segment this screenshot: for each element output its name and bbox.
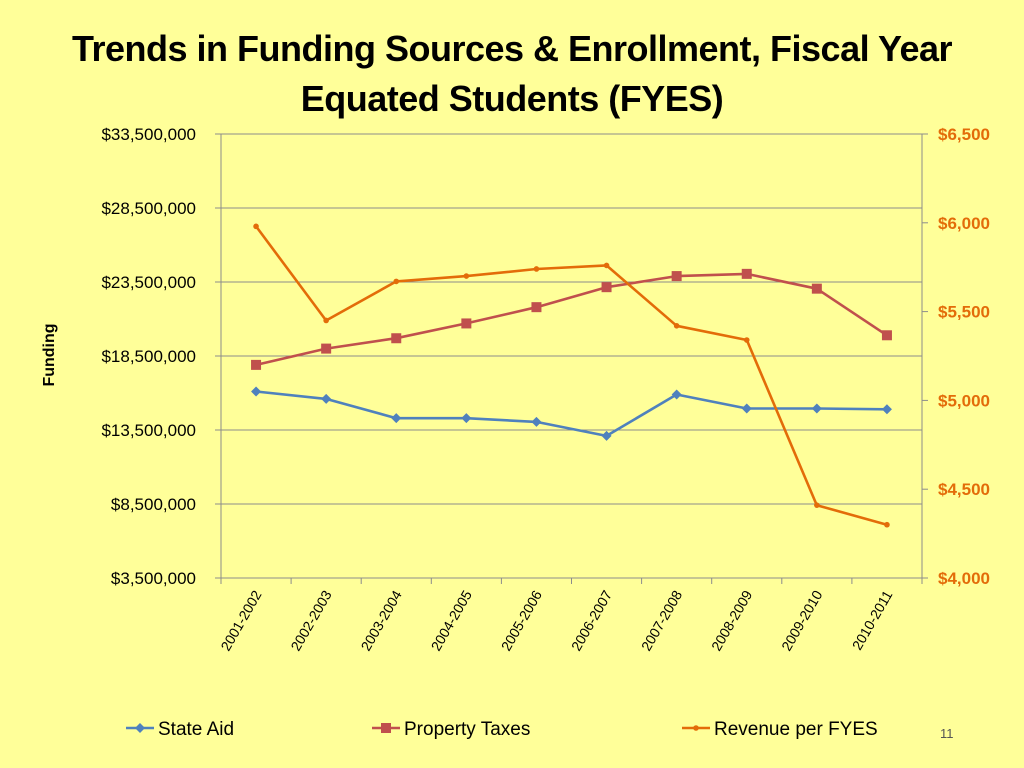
legend-item: Property Taxes: [372, 719, 530, 740]
left-tick-label: $18,500,000: [101, 347, 196, 366]
legend-item: Revenue per FYES: [682, 719, 878, 740]
legend-label: State Aid: [158, 719, 234, 740]
data-point: [461, 413, 472, 424]
data-point: [811, 403, 822, 414]
data-point: [393, 278, 400, 285]
data-point: [884, 521, 890, 528]
right-tick-label: $5,000: [938, 391, 990, 410]
data-point: [811, 283, 822, 294]
data-point: [673, 323, 680, 329]
x-tick-label: 2007-2008: [638, 587, 685, 653]
x-tick-label: 2005-2006: [498, 587, 545, 653]
left-tick-label: $33,500,000: [101, 125, 196, 144]
left-tick-label: $3,500,000: [111, 569, 196, 588]
right-tick-label: $6,000: [938, 214, 990, 233]
right-tick-label: $4,000: [938, 569, 990, 588]
data-point: [251, 359, 262, 370]
left-tick-label: $13,500,000: [101, 421, 196, 440]
data-point: [321, 393, 332, 404]
series-line: [255, 390, 887, 438]
x-tick-label: 2006-2007: [568, 587, 615, 653]
data-point: [671, 389, 682, 400]
data-point: [391, 333, 402, 344]
right-tick-label: $5,500: [938, 303, 990, 322]
x-axis-ticks: 2001-2002 2002-2003 2003-2004 2004-2005 2005…: [217, 587, 895, 653]
legend-item: State Aid: [126, 719, 234, 740]
data-point: [321, 343, 332, 354]
left-tick-label: $23,500,000: [101, 273, 196, 292]
data-point: [743, 337, 750, 343]
data-point: [463, 273, 470, 279]
legend: State Aid Property Taxes Revenue per FYES: [126, 719, 878, 740]
data-point: [881, 404, 892, 415]
series-points: [251, 223, 892, 528]
data-point: [531, 416, 542, 427]
data-point: [533, 266, 540, 272]
x-tick-label: 2003-2004: [358, 587, 405, 653]
x-tick-label: 2010-2011: [849, 587, 896, 652]
data-point: [741, 268, 752, 279]
data-point: [601, 430, 612, 441]
data-point: [881, 330, 892, 341]
right-tick-label: $4,500: [938, 480, 990, 499]
data-point: [741, 403, 752, 414]
legend-marker: [135, 723, 145, 733]
slide-number: 11: [940, 726, 954, 741]
right-tick-label: $6,500: [938, 125, 990, 144]
data-point: [601, 282, 612, 293]
data-point: [814, 502, 820, 508]
x-tick-label: 2009-2010: [778, 587, 825, 653]
legend-marker: [693, 725, 699, 731]
slide-title: Trends in Funding Sources & Enrollment, …: [71, 28, 953, 119]
left-tick-label: $28,500,000: [101, 199, 196, 218]
y-axis-title: Funding: [41, 323, 58, 386]
right-axis-ticks: $4,000 $4,500 $5,000 $5,500 $6,000 $6,500: [938, 125, 990, 588]
legend-label: Revenue per FYES: [714, 719, 878, 740]
left-axis-ticks: $3,500,000 $8,500,000 $13,500,000 $18,500,0…: [101, 125, 196, 588]
data-point: [251, 386, 262, 397]
data-point: [391, 413, 402, 424]
x-tick-label: 2008-2009: [708, 587, 755, 653]
series-lines: [255, 225, 888, 526]
data-point: [253, 223, 259, 230]
x-tick-label: 2001-2002: [217, 587, 264, 653]
series-line: [255, 225, 888, 526]
data-point: [603, 262, 610, 269]
x-tick-label: 2002-2003: [287, 587, 334, 653]
data-point: [671, 271, 682, 282]
series-line: [255, 272, 888, 367]
data-point: [461, 318, 472, 329]
legend-label: Property Taxes: [404, 719, 530, 740]
left-tick-label: $8,500,000: [111, 495, 196, 514]
data-point: [323, 317, 329, 324]
x-tick-label: 2004-2005: [428, 587, 475, 653]
data-point: [531, 302, 542, 313]
axes: [215, 133, 928, 584]
grid-lines: [221, 133, 922, 579]
legend-marker: [381, 723, 391, 733]
